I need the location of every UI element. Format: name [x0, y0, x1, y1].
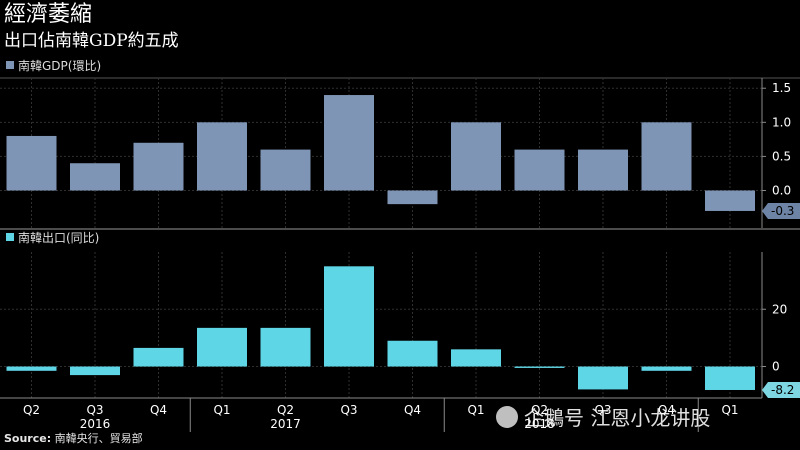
chart-title: 經濟萎縮 — [4, 2, 93, 27]
watermark-text: 企鵝号 江恩小龙讲股 — [524, 406, 711, 430]
bar-gdp-2017Q1 — [197, 122, 247, 191]
ytick-label-gdp: 0.0 — [772, 184, 791, 198]
bar-exp-2019Q1 — [705, 366, 755, 390]
bar-gdp-2017Q3 — [324, 95, 374, 191]
last-value-tag-exp — [762, 381, 800, 398]
last-value-label-gdp: -0.3 — [771, 204, 794, 218]
bar-exp-2017Q3 — [324, 266, 374, 367]
bar-exp-2016Q2 — [6, 366, 57, 371]
x-tick-label: Q4 — [658, 403, 675, 417]
x-tick-label: Q4 — [150, 403, 167, 417]
bar-gdp-2016Q3 — [70, 163, 120, 191]
bar-gdp-2018Q2 — [514, 149, 565, 191]
x-tick-label: Q3 — [340, 403, 357, 417]
x-tick-label: Q2 — [277, 403, 294, 417]
ytick-label-gdp: 0.5 — [772, 149, 791, 163]
source-text: 南韓央行、貿易部 — [54, 432, 143, 445]
source-label: Source: — [4, 432, 52, 445]
chart-subtitle: 出口佔南韓GDP約五成 — [4, 31, 179, 51]
watermark: 企鵝号 江恩小龙讲股 — [496, 405, 710, 431]
bar-gdp-2016Q2 — [6, 135, 57, 191]
ytick-label-gdp: 1.0 — [772, 115, 791, 129]
bar-exp-2016Q4 — [133, 347, 184, 367]
x-tick-label: Q2 — [23, 403, 40, 417]
x-year-label: 2016 — [80, 417, 111, 431]
bar-gdp-2018Q3 — [578, 149, 628, 191]
x-tick-label: Q1 — [721, 403, 738, 417]
bar-exp-2017Q1 — [197, 327, 247, 367]
x-tick-label: Q2 — [531, 403, 548, 417]
ytick-label-gdp: 1.5 — [772, 81, 791, 95]
bar-gdp-2017Q2 — [260, 149, 311, 191]
bar-exp-2017Q4 — [387, 340, 438, 367]
bar-exp-2017Q2 — [260, 327, 311, 367]
bar-exp-2016Q3 — [70, 366, 120, 376]
penguin-icon — [496, 406, 518, 428]
legend-label-gdp: 南韓GDP(環比) — [18, 58, 101, 73]
x-year-label: 2017 — [270, 417, 301, 431]
x-year-label: 2018 — [524, 417, 555, 431]
bar-gdp-2018Q1 — [451, 122, 501, 191]
bar-exp-2018Q4 — [641, 366, 692, 371]
ytick-label-exp: 0 — [772, 360, 780, 374]
source-note: Source: 南韓央行、貿易部 — [4, 432, 143, 446]
legend-label-exp: 南韓出口(同比) — [18, 230, 99, 245]
bar-gdp-2019Q1 — [705, 190, 755, 211]
x-tick-label: Q3 — [86, 403, 103, 417]
bar-exp-2018Q3 — [578, 366, 628, 390]
bar-exp-2018Q2 — [514, 366, 565, 368]
last-value-tag-gdp — [762, 202, 800, 219]
bar-gdp-2017Q4 — [387, 190, 438, 205]
x-tick-label: Q1 — [213, 403, 230, 417]
legend-swatch-exp — [6, 233, 14, 241]
x-tick-label: Q4 — [404, 403, 421, 417]
legend-swatch-gdp — [6, 61, 14, 69]
last-value-label-exp: -8.2 — [771, 383, 794, 397]
x-tick-label: Q1 — [467, 403, 484, 417]
x-tick-label: Q3 — [594, 403, 611, 417]
bar-exp-2018Q1 — [451, 349, 501, 367]
bar-gdp-2016Q4 — [133, 142, 184, 191]
ytick-label-exp: 20 — [772, 302, 787, 316]
bar-gdp-2018Q4 — [641, 122, 692, 191]
